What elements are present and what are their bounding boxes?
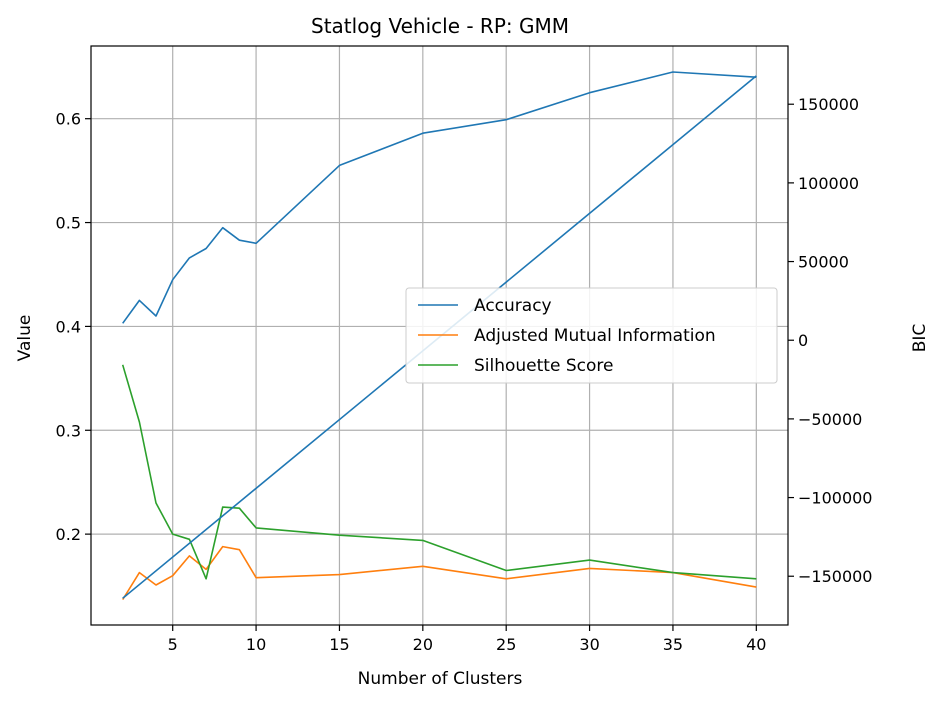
legend-entry: Adjusted Mutual Information xyxy=(474,326,716,346)
y-tick-label: 0.4 xyxy=(56,317,81,336)
x-tick-label: 30 xyxy=(579,635,599,654)
x-tick-label: 20 xyxy=(413,635,433,654)
y-tick-label: 0.2 xyxy=(56,525,81,544)
y2-tick-label: 50000 xyxy=(798,253,849,272)
y2-tick-label: −150000 xyxy=(798,567,872,586)
legend-entry: Silhouette Score xyxy=(474,356,613,376)
plot-frame xyxy=(90,45,789,626)
x-tick-label: 25 xyxy=(496,635,516,654)
y2-tick-label: 0 xyxy=(798,331,808,350)
y2-tick-label: 100000 xyxy=(798,174,859,193)
y-tick-label: 0.3 xyxy=(56,421,81,440)
x-tick-label: 15 xyxy=(329,635,349,654)
x-axis-ticks: 5 10 15 20 25 30 35 40 xyxy=(168,625,766,654)
legend: Accuracy Adjusted Mutual Information Silho… xyxy=(405,287,778,384)
y2-tick-label: −100000 xyxy=(798,489,872,508)
y-tick-label: 0.5 xyxy=(56,214,81,233)
legend-entry: Accuracy xyxy=(474,296,552,316)
y2-axis-ticks: −150000 −100000 −50000 0 50000 100000 150000 xyxy=(788,95,872,586)
x-tick-label: 5 xyxy=(168,635,178,654)
x-axis-label: Number of Clusters xyxy=(358,669,523,689)
y-tick-label: 0.6 xyxy=(56,110,81,129)
y-axis-ticks: 0.2 0.3 0.4 0.5 0.6 xyxy=(56,110,91,544)
y2-axis-label: BIC xyxy=(910,324,930,353)
y2-tick-label: −50000 xyxy=(798,410,862,429)
x-tick-label: 35 xyxy=(663,635,683,654)
legend-box xyxy=(405,287,778,384)
series-line-accuracy xyxy=(122,71,757,324)
y-axis-label: Value xyxy=(15,315,35,362)
series-line-adjusted-mutual-information xyxy=(122,545,757,601)
x-tick-label: 40 xyxy=(746,635,766,654)
chart-title: Statlog Vehicle - RP: GMM xyxy=(311,14,569,38)
x-tick-label: 10 xyxy=(246,635,266,654)
y2-tick-label: 150000 xyxy=(798,95,859,114)
series-line-silhouette-score xyxy=(121,364,757,580)
